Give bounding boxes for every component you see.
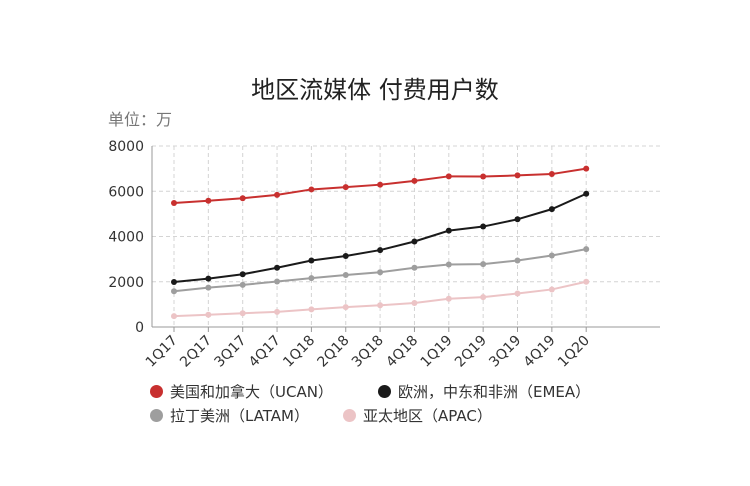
- series-2: [171, 246, 590, 295]
- data-point: [171, 200, 177, 207]
- data-point: [514, 172, 521, 179]
- x-tick-label: 2Q19: [452, 333, 490, 371]
- data-point: [377, 302, 384, 309]
- data-point: [342, 304, 349, 311]
- y-tick-labels: 0 2000 4000 6000 8000: [108, 139, 144, 336]
- unit-label: 单位：万: [108, 110, 173, 129]
- data-point: [205, 311, 212, 318]
- legend-label: 拉丁美洲（LATAM）: [170, 407, 309, 425]
- data-point: [342, 271, 349, 278]
- legend-item: 亚太地区（APAC）: [343, 405, 492, 426]
- data-point: [308, 257, 315, 264]
- legend-item: 拉丁美洲（LATAM）: [150, 405, 309, 426]
- data-point: [411, 264, 418, 271]
- data-point: [514, 257, 521, 264]
- x-tick-label: 3Q18: [349, 333, 387, 371]
- x-tick-label: 2Q17: [177, 333, 215, 371]
- data-point: [377, 269, 384, 276]
- gridlines: [152, 145, 660, 327]
- x-tick-label: 3Q19: [486, 333, 524, 371]
- x-tick-label: 3Q17: [212, 333, 250, 371]
- data-point: [274, 264, 281, 271]
- data-point: [239, 195, 246, 202]
- data-point: [445, 295, 452, 302]
- data-point: [583, 278, 590, 285]
- data-point: [274, 191, 281, 198]
- x-tick-label: 2Q18: [315, 333, 353, 371]
- data-point: [308, 186, 315, 193]
- data-point: [239, 271, 246, 278]
- data-point: [342, 184, 349, 191]
- chart-title: 地区流媒体 付费用户数: [251, 76, 499, 104]
- x-tick-label: 4Q17: [246, 333, 284, 371]
- data-point: [514, 216, 521, 223]
- x-tick-label: 1Q19: [418, 333, 456, 371]
- data-point: [583, 165, 590, 172]
- data-point: [308, 306, 315, 313]
- data-point: [171, 288, 177, 295]
- data-point: [583, 246, 590, 253]
- legend-item: 美国和加拿大（UCAN）: [150, 381, 333, 402]
- data-point: [583, 190, 590, 197]
- data-point: [205, 284, 212, 291]
- axes: [151, 146, 660, 332]
- data-point: [308, 275, 315, 282]
- data-point: [274, 308, 281, 315]
- legend-item: 欧洲，中东和非洲（EMEA）: [378, 381, 590, 402]
- legend-label: 美国和加拿大（UCAN）: [170, 383, 333, 401]
- data-point: [514, 290, 521, 297]
- data-point: [342, 252, 349, 259]
- data-point: [377, 181, 384, 188]
- legend-swatch: [378, 385, 391, 398]
- data-point: [411, 238, 418, 245]
- y-tick-label: 8000: [108, 139, 144, 155]
- x-tick-label: 1Q20: [555, 333, 593, 371]
- series-lines: [171, 165, 590, 320]
- data-point: [480, 294, 487, 301]
- y-tick-label: 6000: [108, 184, 144, 200]
- data-point: [480, 173, 487, 180]
- y-tick-label: 0: [135, 320, 144, 336]
- data-point: [239, 310, 246, 317]
- data-point: [548, 171, 555, 178]
- data-point: [171, 278, 177, 285]
- data-point: [548, 286, 555, 293]
- data-point: [480, 223, 487, 230]
- data-point: [274, 278, 281, 285]
- x-tick-label: 4Q19: [521, 333, 559, 371]
- x-tick-label: 1Q18: [280, 333, 318, 371]
- data-point: [239, 281, 246, 288]
- y-tick-label: 2000: [108, 275, 144, 291]
- data-point: [445, 173, 452, 180]
- data-point: [548, 206, 555, 213]
- data-point: [445, 227, 452, 234]
- data-point: [445, 261, 452, 268]
- data-point: [548, 252, 555, 259]
- y-tick-label: 4000: [108, 230, 144, 246]
- legend-label: 欧洲，中东和非洲（EMEA）: [398, 383, 591, 401]
- legend-swatch: [150, 409, 163, 422]
- series-1: [171, 190, 590, 285]
- legend-swatch: [150, 385, 163, 398]
- x-tick-label: 1Q17: [143, 333, 181, 371]
- data-point: [205, 197, 212, 204]
- legend-label: 亚太地区（APAC）: [363, 407, 492, 425]
- data-point: [205, 275, 212, 282]
- legend-swatch: [343, 409, 356, 422]
- series-0: [171, 165, 590, 207]
- series-3: [171, 278, 590, 320]
- x-tick-label: 4Q18: [383, 333, 421, 371]
- data-point: [171, 313, 177, 320]
- data-point: [411, 300, 418, 307]
- data-point: [480, 261, 487, 268]
- x-tick-labels: 1Q172Q173Q174Q171Q182Q183Q184Q181Q192Q19…: [143, 333, 593, 371]
- data-point: [377, 247, 384, 254]
- data-point: [411, 177, 418, 184]
